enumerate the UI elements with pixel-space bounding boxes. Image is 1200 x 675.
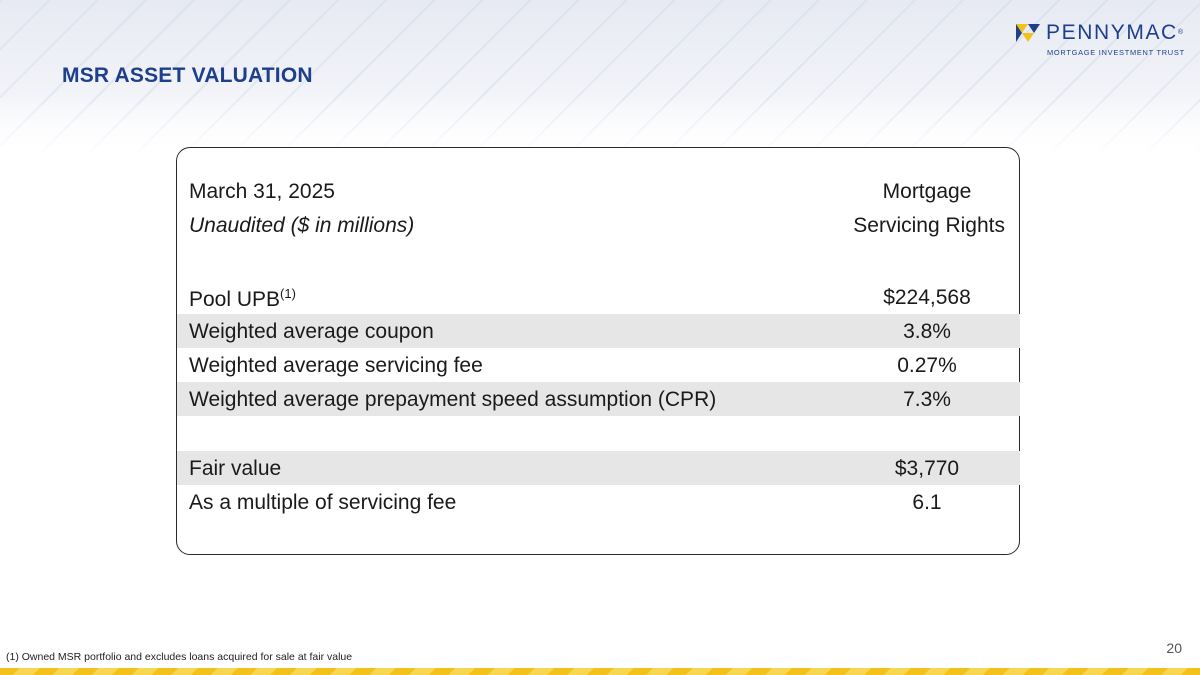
table-date-header: March 31, 2025 [189,180,335,203]
page-title: MSR ASSET VALUATION [62,64,313,87]
footer-stripe [0,668,1200,675]
column-header-line1: Mortgage [882,180,972,203]
row-value: 0.27% [897,354,957,377]
row-label: Fair value [189,457,282,480]
table-row-pool-upb: Pool UPB(1) $224,568 [177,280,1020,314]
table-row-fair-value: Fair value $3,770 [177,451,1020,485]
pennymac-logo-mark-icon [1016,24,1040,42]
page-number: 20 [1166,640,1182,656]
pennymac-logo: PENNYMAC® MORTGAGE INVESTMENT TRUST [1016,22,1188,64]
row-value: 7.3% [903,388,951,411]
header-background [0,0,1200,160]
row-label: As a multiple of servicing fee [189,491,457,514]
row-label: Weighted average prepayment speed assump… [189,388,717,411]
row-label: Pool UPB(1) [189,286,296,311]
row-label: Weighted average coupon [189,320,434,343]
table-row-prepayment-speed: Weighted average prepayment speed assump… [177,382,1020,416]
logo-subtitle: MORTGAGE INVESTMENT TRUST [1047,48,1185,57]
logo-wordmark: PENNYMAC® [1046,21,1183,44]
footnote: (1) Owned MSR portfolio and excludes loa… [6,651,353,663]
table-units-header: Unaudited ($ in millions) [189,214,415,237]
column-header-line2: Servicing Rights [853,214,1005,237]
row-value: 6.1 [912,491,942,514]
footnote-marker: (1) [280,286,296,301]
row-label: Weighted average servicing fee [189,354,483,377]
table-row-weighted-average-coupon: Weighted average coupon 3.8% [177,314,1020,348]
table-row-multiple-of-servicing-fee: As a multiple of servicing fee 6.1 [177,485,1020,519]
row-value: $224,568 [883,286,971,309]
table-row-weighted-average-servicing-fee: Weighted average servicing fee 0.27% [177,348,1020,382]
row-value: 3.8% [903,320,951,343]
row-value: $3,770 [894,457,960,480]
msr-valuation-table: March 31, 2025 Unaudited ($ in millions)… [176,147,1020,555]
